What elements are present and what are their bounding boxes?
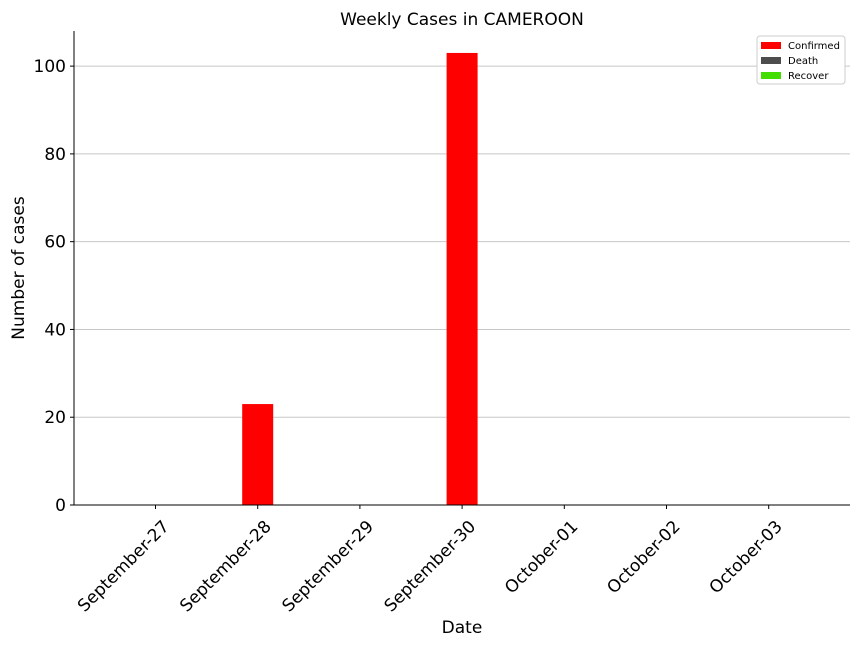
legend-label-death: Death bbox=[788, 56, 818, 67]
x-ticks: September-27 September-28 September-29 Sept… bbox=[74, 505, 787, 616]
x-tick-label: September-29 bbox=[278, 517, 377, 616]
x-tick-label: October-03 bbox=[706, 517, 787, 598]
x-tick-label: September-27 bbox=[74, 517, 173, 616]
y-tick-label: 20 bbox=[44, 408, 66, 428]
y-ticks: 0 20 40 60 80 100 bbox=[34, 57, 74, 516]
y-axis-label: Number of cases bbox=[9, 196, 29, 340]
y-tick-label: 40 bbox=[44, 320, 66, 340]
x-axis-label: Date bbox=[442, 618, 483, 638]
legend-swatch-confirmed bbox=[761, 42, 781, 49]
x-tick-label: October-01 bbox=[501, 517, 582, 598]
legend-swatch-recover bbox=[761, 72, 781, 79]
x-tick-label: October-02 bbox=[603, 517, 684, 598]
bar-confirmed-september-28 bbox=[242, 404, 274, 505]
legend-label-recover: Recover bbox=[788, 71, 829, 82]
y-tick-label: 60 bbox=[44, 233, 66, 253]
legend-label-confirmed: Confirmed bbox=[788, 41, 840, 52]
y-tick-label: 80 bbox=[44, 145, 66, 165]
y-tick-label: 100 bbox=[34, 57, 66, 77]
bars bbox=[242, 52, 478, 505]
x-tick-label: September-30 bbox=[381, 517, 480, 616]
chart-title: Weekly Cases in CAMEROON bbox=[340, 10, 584, 30]
legend: Confirmed Death Recover bbox=[756, 35, 846, 85]
legend-swatch-death bbox=[761, 57, 781, 64]
x-tick-label: September-28 bbox=[176, 517, 275, 616]
y-tick-label: 0 bbox=[55, 496, 66, 516]
bar-confirmed-september-30 bbox=[446, 52, 478, 505]
